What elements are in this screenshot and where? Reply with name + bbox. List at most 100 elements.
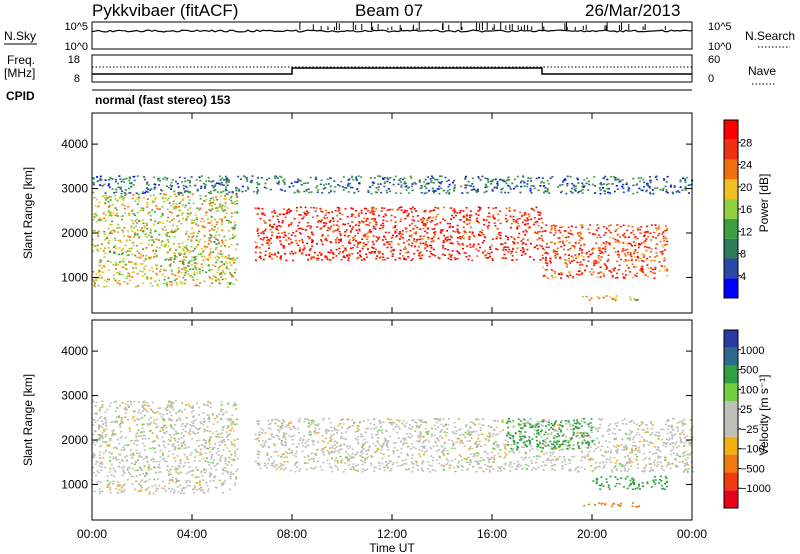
velocity-echo-cell <box>112 457 115 460</box>
power-echo-cell <box>646 182 649 185</box>
velocity-echo-cell <box>220 404 223 406</box>
power-echo-cell <box>576 178 579 181</box>
power-echo-cell <box>665 229 668 232</box>
power-echo-cell <box>371 184 374 186</box>
velocity-echo-cell <box>285 424 288 427</box>
power-echo-cell <box>99 274 102 276</box>
velocity-echo-cell <box>230 441 233 443</box>
power-echo-cell <box>592 233 595 235</box>
velocity-echo-cell <box>101 431 104 434</box>
velocity-echo-cell <box>623 469 626 472</box>
power-echo-cell <box>382 219 385 221</box>
power-echo-cell <box>497 213 500 216</box>
power-echo-cell <box>156 283 159 286</box>
power-echo-cell <box>299 180 302 182</box>
velocity-echo-cell <box>184 408 187 411</box>
power-echo-cell <box>131 276 134 278</box>
power-echo-cell <box>224 245 226 247</box>
power-echo-cell <box>114 194 117 197</box>
power-echo-cell <box>404 227 407 229</box>
power-echo-cell <box>390 214 393 217</box>
nsky-label: N.Sky <box>4 29 36 43</box>
power-echo-cell <box>544 269 547 271</box>
velocity-echo-cell <box>185 404 187 406</box>
power-echo-cell <box>599 189 602 191</box>
power-echo-cell <box>465 231 468 234</box>
power-echo-cell <box>271 211 273 214</box>
power-echo-cell <box>119 261 121 263</box>
power-echo-cell <box>463 252 466 254</box>
colorbar-swatch <box>724 179 738 200</box>
power-echo-cell <box>347 185 350 187</box>
power-echo-cell <box>454 258 457 261</box>
power-echo-cell <box>336 237 338 239</box>
velocity-echo-cell <box>226 427 229 430</box>
power-echo-cell <box>269 225 271 227</box>
power-echo-cell <box>199 207 202 210</box>
power-echo-cell <box>161 240 164 242</box>
power-echo-cell <box>448 226 451 229</box>
power-echo-cell <box>385 241 388 243</box>
velocity-echo-cell <box>678 420 681 423</box>
power-echo-cell <box>394 221 397 223</box>
velocity-echo-cell <box>170 401 173 403</box>
power-echo-cell <box>589 224 591 226</box>
power-echo-cell <box>307 212 310 214</box>
power-echo-cell <box>362 245 365 247</box>
power-echo-cell <box>286 211 288 213</box>
power-echo-cell <box>194 214 197 216</box>
power-echo-cell <box>651 189 654 191</box>
power-echo-cell <box>193 271 196 274</box>
power-echo-cell <box>265 236 268 239</box>
velocity-echo-cell <box>137 429 140 432</box>
velocity-echo-cell <box>629 432 632 434</box>
power-echo-cell <box>588 299 591 301</box>
power-echo-cell <box>96 250 99 252</box>
power-echo-cell <box>647 267 650 269</box>
colorbar-swatch <box>724 278 738 298</box>
velocity-echo-cell <box>141 417 144 419</box>
power-echo-cell <box>172 203 174 205</box>
power-echo-cell <box>582 259 585 261</box>
velocity-echo-cell <box>200 489 203 492</box>
power-echo-cell <box>272 226 275 228</box>
power-echo-cell <box>534 231 536 234</box>
power-echo-cell <box>357 256 360 259</box>
power-echo-cell <box>450 256 453 258</box>
velocity-echo-cell <box>92 454 95 456</box>
power-echo-cell <box>378 236 381 239</box>
velocity-echo-cell <box>101 463 104 465</box>
power-echo-cell <box>143 225 146 227</box>
power-echo-cell <box>136 175 139 177</box>
power-echo-cell <box>171 229 173 231</box>
power-echo-cell <box>374 250 376 253</box>
power-echo-cell <box>178 220 181 223</box>
power-echo-cell <box>129 279 132 282</box>
power-echo-cell <box>479 208 481 211</box>
power-echo-cell <box>187 273 190 275</box>
power-echo-cell <box>581 188 584 191</box>
power-echo-cell <box>413 238 416 240</box>
power-echo-cell <box>189 207 192 209</box>
power-echo-cell <box>433 191 436 194</box>
velocity-echo-cell <box>234 452 236 455</box>
power-echo-cell <box>571 256 574 259</box>
velocity-echo-cell <box>106 479 109 482</box>
power-echo-cell <box>199 238 202 241</box>
power-echo-cell <box>569 233 572 235</box>
velocity-echo-cell <box>194 433 197 435</box>
velocity-echo-cell <box>642 443 645 446</box>
velocity-echo-cell <box>397 426 400 428</box>
velocity-echo-cell <box>143 449 146 451</box>
power-echo-cell <box>386 177 389 179</box>
power-echo-cell <box>499 234 502 237</box>
power-echo-cell <box>466 218 469 221</box>
velocity-echo-cell <box>221 492 224 494</box>
power-echo-cell <box>174 252 176 255</box>
nsky-frame <box>91 21 693 50</box>
power-echo-cell <box>574 241 577 244</box>
velocity-echo-cell <box>235 476 238 479</box>
power-echo-cell <box>100 260 103 262</box>
power-echo-cell <box>117 239 120 242</box>
power-echo-cell <box>491 257 494 260</box>
